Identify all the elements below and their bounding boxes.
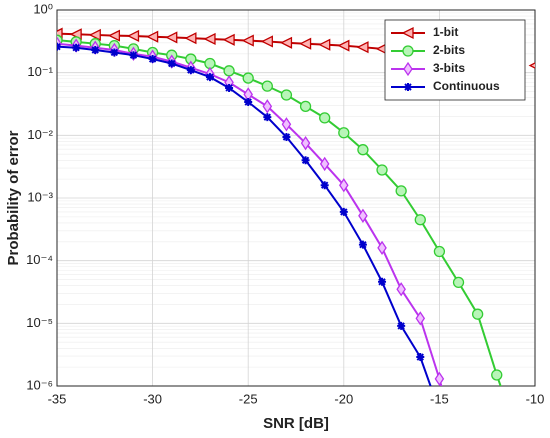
plot-border: [56, 9, 536, 387]
marker: [242, 72, 254, 84]
marker: [358, 240, 367, 249]
marker: [223, 65, 235, 77]
y-tick-label: 10⁻¹: [27, 64, 53, 79]
marker: [378, 277, 387, 286]
marker: [395, 185, 407, 197]
marker: [281, 117, 292, 132]
marker: [244, 98, 253, 107]
marker: [299, 37, 312, 50]
marker: [146, 30, 159, 43]
marker: [401, 26, 414, 40]
series-line: [57, 42, 443, 386]
y-tick-label: 10⁰: [33, 1, 53, 16]
marker: [263, 113, 272, 122]
marker: [319, 156, 330, 172]
marker: [184, 32, 197, 45]
marker: [107, 29, 121, 42]
marker: [339, 207, 348, 216]
x-axis-label: SNR [dB]: [263, 415, 329, 432]
marker: [318, 38, 331, 51]
marker: [280, 89, 293, 101]
marker: [91, 45, 100, 54]
y-tick-label: 10⁻⁴: [26, 252, 53, 267]
marker: [88, 28, 101, 41]
marker: [397, 321, 406, 330]
marker: [260, 35, 273, 48]
marker: [299, 100, 312, 113]
y-tick-label: 10⁻²: [27, 127, 53, 142]
marker: [261, 80, 273, 92]
marker: [404, 83, 412, 91]
marker: [205, 73, 214, 82]
legend-label: 2-bits: [433, 43, 465, 57]
marker: [402, 45, 414, 57]
x-tick-label: -25: [239, 391, 258, 406]
marker: [339, 178, 349, 193]
marker: [165, 31, 178, 44]
x-tick-label: -20: [334, 391, 353, 406]
marker: [222, 33, 235, 46]
marker: [110, 48, 119, 57]
marker: [301, 156, 310, 165]
marker: [452, 276, 465, 289]
marker: [435, 407, 443, 415]
legend-label: 1-bit: [433, 25, 458, 39]
marker: [528, 62, 535, 69]
marker: [434, 371, 445, 386]
marker: [414, 214, 426, 226]
marker: [279, 36, 293, 49]
marker: [241, 34, 254, 47]
marker: [433, 245, 446, 258]
marker: [186, 66, 195, 75]
x-tick-label: -35: [48, 391, 67, 406]
marker: [203, 32, 216, 46]
marker: [127, 29, 140, 43]
marker: [416, 353, 425, 362]
marker: [377, 240, 387, 256]
marker: [358, 208, 368, 223]
marker: [129, 51, 138, 60]
marker: [319, 112, 331, 124]
x-tick-label: -15: [430, 391, 449, 406]
marker: [57, 42, 61, 51]
marker: [167, 59, 176, 68]
x-tick-label: -10: [526, 391, 545, 406]
marker: [337, 39, 350, 52]
marker: [72, 43, 81, 52]
marker: [320, 181, 329, 190]
marker: [148, 55, 157, 64]
y-axis-label: Probability of error: [5, 130, 22, 265]
marker: [415, 311, 426, 326]
marker: [511, 425, 521, 435]
x-tick-label: -30: [143, 391, 162, 406]
y-tick-label: 10⁻³: [27, 189, 53, 204]
marker: [225, 83, 234, 92]
marker: [300, 135, 311, 151]
marker: [403, 61, 413, 77]
marker: [396, 282, 406, 297]
marker: [282, 133, 291, 142]
marker: [357, 144, 369, 156]
marker: [376, 164, 388, 176]
y-tick-label: 10⁻⁵: [26, 315, 53, 330]
marker: [491, 369, 503, 381]
marker: [356, 41, 369, 54]
legend-label: Continuous: [433, 79, 500, 93]
marker: [262, 99, 273, 114]
legend-label: 3-bits: [433, 61, 465, 75]
plot-clip: [57, 27, 535, 435]
marker: [338, 127, 350, 139]
y-tick-label: 10⁻⁶: [26, 377, 53, 392]
marker: [471, 308, 484, 320]
